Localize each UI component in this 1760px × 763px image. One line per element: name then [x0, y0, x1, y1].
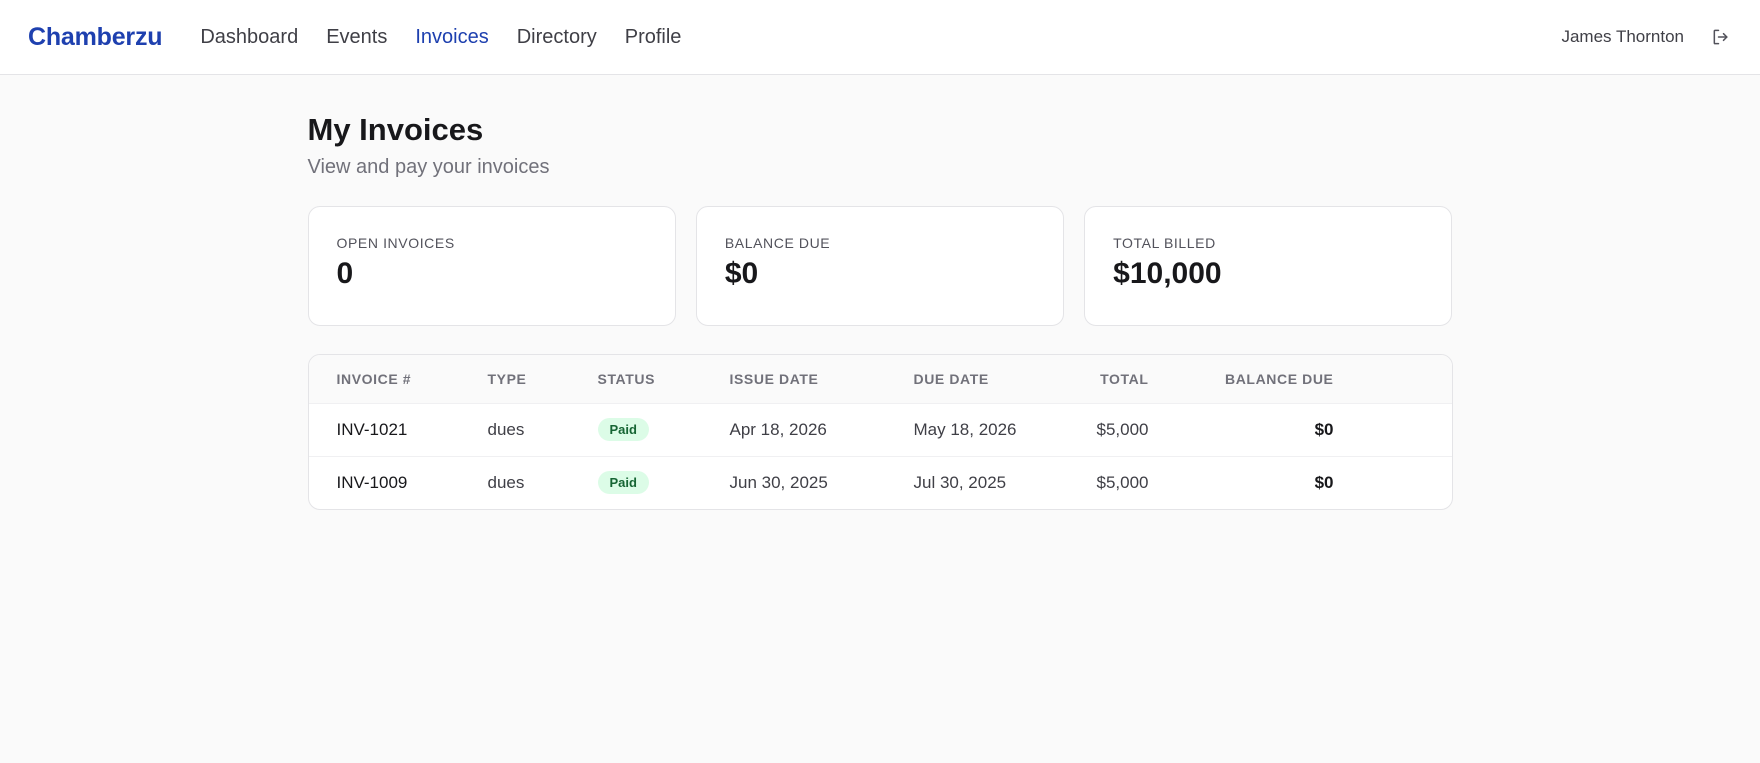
row-spacer [1334, 456, 1452, 509]
due-date: May 18, 2026 [885, 403, 1036, 457]
table-row[interactable]: INV-1021 dues Paid Apr 18, 2026 May 18, … [308, 403, 1452, 457]
due-date: Jul 30, 2025 [913, 472, 1007, 492]
invoice-total: $5,000 [1035, 403, 1149, 457]
header-invoice: INVOICE # [308, 355, 460, 404]
total-billed-card: TOTAL BILLED $10,000 [1084, 206, 1453, 327]
card-label: OPEN INVOICES [336, 235, 455, 252]
balance-due: $0 [1314, 472, 1334, 492]
nav-item-dashboard[interactable]: Dashboard [200, 25, 299, 48]
main-nav: Dashboard Events Invoices Directory Prof… [182, 26, 691, 49]
table-row[interactable]: INV-1009 dues Paid Jun 30, 2025 Jul 30, … [309, 456, 1452, 509]
invoice-type: dues [487, 472, 525, 492]
card-label: TOTAL BILLED [1113, 235, 1216, 252]
invoice-total: $5,000 [1096, 472, 1149, 492]
user-name: James Thornton [1561, 27, 1684, 46]
status-badge: Paid [597, 418, 649, 442]
nav-item-directory[interactable]: Directory [516, 25, 597, 48]
invoice-status-cell: Paid [569, 403, 702, 457]
header-spacer [1333, 355, 1452, 404]
header-status: STATUS [569, 355, 702, 404]
issue-date: Apr 18, 2026 [701, 403, 886, 457]
top-navbar: Chamberzu Dashboard Events Invoices Dire… [0, 0, 1760, 75]
page-subtitle: View and pay your invoices [307, 156, 550, 179]
invoices-table: INVOICE # TYPE STATUS ISSUE DATE DUE DAT… [308, 355, 1452, 509]
open-invoices-card: OPEN INVOICES 0 [307, 206, 676, 327]
logout-icon[interactable] [1710, 26, 1732, 48]
nav-item-profile[interactable]: Profile [624, 25, 682, 48]
brand-logo[interactable]: Chamberzu [28, 22, 163, 51]
header-issue-date: ISSUE DATE [701, 355, 886, 404]
header-due-date: DUE DATE [885, 355, 1036, 404]
invoice-type: dues [459, 403, 570, 457]
status-badge: Paid [597, 471, 649, 495]
table-header-row: INVOICE # TYPE STATUS ISSUE DATE DUE DAT… [308, 355, 1452, 404]
invoice-number[interactable]: INV-1021 [308, 403, 460, 457]
header-balance-due: BALANCE DUE [1148, 355, 1334, 404]
issue-date: Jun 30, 2025 [729, 472, 828, 492]
card-value: $10,000 [1113, 257, 1222, 291]
card-value: 0 [336, 257, 354, 291]
main-content: My Invoices View and pay your invoices O… [307, 75, 1453, 511]
invoices-table-container: INVOICE # TYPE STATUS ISSUE DATE DUE DAT… [307, 354, 1453, 511]
row-spacer [1333, 403, 1452, 457]
header-total: TOTAL [1035, 355, 1149, 404]
nav-item-invoices[interactable]: Invoices [415, 25, 489, 48]
page-title: My Invoices [307, 112, 484, 147]
balance-due-card: BALANCE DUE $0 [695, 206, 1065, 327]
nav-item-events[interactable]: Events [326, 25, 388, 48]
card-label: BALANCE DUE [724, 235, 831, 252]
card-value: $0 [724, 257, 759, 291]
header-type: TYPE [459, 355, 570, 404]
summary-cards: OPEN INVOICES 0 BALANCE DUE $0 TOTAL BIL… [307, 206, 1453, 327]
balance-due: $0 [1148, 403, 1334, 457]
invoice-status-cell: Paid [570, 456, 702, 509]
invoice-number[interactable]: INV-1009 [336, 472, 408, 492]
